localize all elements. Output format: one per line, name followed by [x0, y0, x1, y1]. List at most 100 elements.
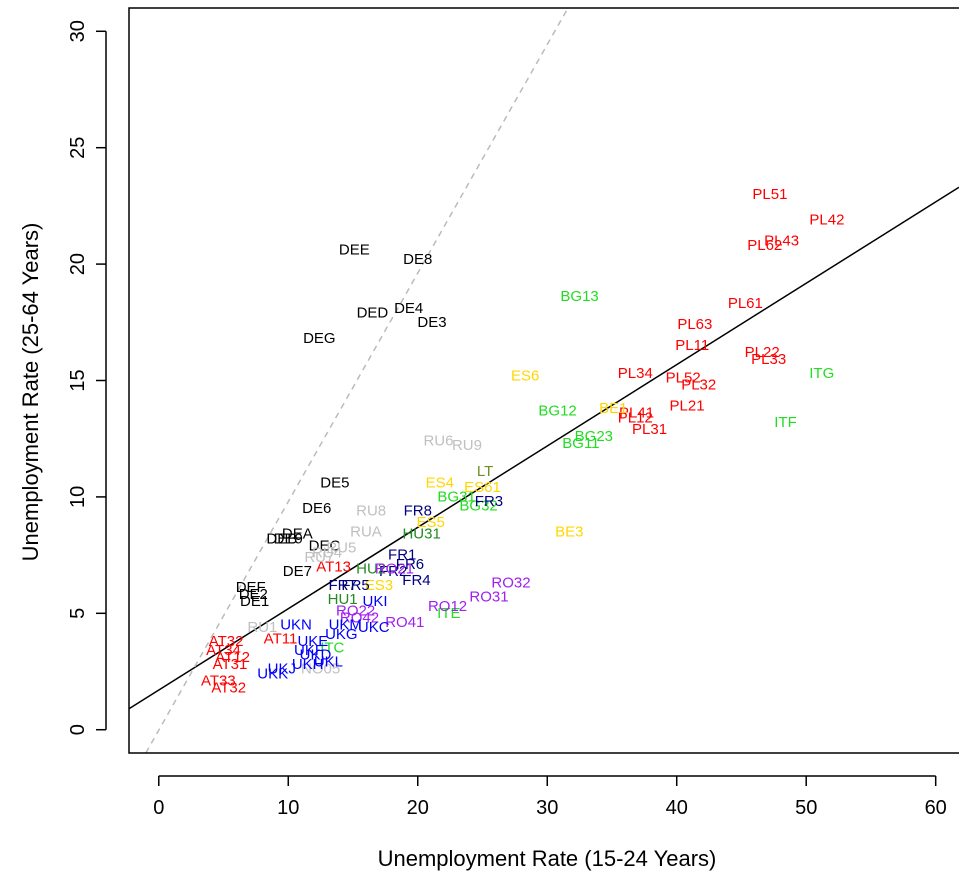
point-label-pl51: PL51 [752, 186, 787, 203]
point-label-ro12: RO12 [428, 598, 467, 615]
point-label-pl21: PL21 [670, 398, 705, 415]
point-label-pl31: PL31 [632, 421, 667, 438]
x-tick-label-10: 10 [277, 797, 299, 819]
point-label-def: DEF [236, 579, 266, 596]
point-label-pl32: PL32 [681, 377, 716, 394]
point-label-ro31: RO31 [469, 589, 508, 606]
y-tick-label-30: 30 [67, 20, 89, 42]
point-label-ukk: UKK [257, 665, 288, 682]
x-axis: 0 10 20 30 40 50 60 [153, 775, 947, 819]
point-label-ru8: RU8 [356, 502, 386, 519]
point-label-fr4: FR4 [402, 572, 430, 589]
point-label-ru9: RU9 [452, 437, 482, 454]
point-label-pl62: PL62 [747, 237, 782, 254]
point-label-at32: AT32 [209, 633, 244, 650]
point-label-itf: ITF [774, 414, 797, 431]
point-label-at13: AT13 [316, 558, 351, 575]
point-label-at32: AT32 [211, 679, 246, 696]
point-label-de9: DE9 [274, 530, 303, 547]
point-label-de2: DE2 [239, 586, 268, 603]
point-label-pl11: PL11 [675, 337, 709, 354]
point-label-ro42: RO42 [340, 609, 379, 626]
y-tick-label-15: 15 [67, 369, 89, 391]
regression-line [128, 186, 959, 710]
point-label-ukj: UKJ [268, 661, 296, 678]
point-label-dee: DEE [339, 242, 370, 259]
y-tick-label-5: 5 [67, 608, 89, 619]
point-label-ru4: RU4 [312, 544, 342, 561]
point-label-de6: DE6 [302, 500, 331, 517]
y-tick-label-10: 10 [67, 486, 89, 508]
x-tick-label-50: 50 [795, 797, 817, 819]
point-label-bg32: BG32 [459, 498, 497, 515]
point-label-lt: LT [477, 463, 493, 480]
y-tick-label-0: 0 [67, 724, 89, 735]
point-label-ukh: UKH [292, 656, 324, 673]
point-label-pl41: PL41 [619, 405, 654, 422]
point-label-fr8: FR8 [404, 502, 432, 519]
point-label-be1: BE1 [599, 400, 627, 417]
point-label-uke: UKE [297, 633, 328, 650]
point-label-ru6: RU6 [423, 433, 453, 450]
point-label-dea: DEA [282, 526, 313, 543]
point-label-de3: DE3 [417, 314, 446, 331]
point-label-at11: AT11 [264, 630, 298, 647]
point-label-ro32: RO32 [491, 575, 530, 592]
point-label-uki: UKI [363, 593, 388, 610]
point-label-itg: ITG [809, 365, 834, 382]
point-label-ru5: RU5 [326, 540, 356, 557]
point-label-ru7: RU7 [304, 549, 334, 566]
point-label-ro22: RO22 [336, 602, 375, 619]
point-label-pl42: PL42 [809, 211, 844, 228]
point-label-pl43: PL43 [764, 232, 799, 249]
point-label-ukn: UKN [280, 616, 312, 633]
point-label-es6: ES6 [511, 367, 539, 384]
x-tick-label-30: 30 [536, 797, 558, 819]
point-label-at31: AT31 [213, 656, 248, 673]
point-label-no05: NO05 [301, 661, 340, 678]
y-axis: 0 5 10 15 20 25 30 [67, 20, 107, 735]
point-label-deb: DEB [266, 530, 297, 547]
point-label-es5: ES5 [417, 514, 445, 531]
point-label-pl34: PL34 [618, 365, 653, 382]
point-label-ded: DED [357, 304, 389, 321]
point-label-ite: ITE [437, 605, 460, 622]
x-tick-label-0: 0 [153, 797, 164, 819]
x-tick-label-20: 20 [407, 797, 429, 819]
point-label-hu1: HU1 [328, 591, 358, 608]
point-label-bg31: BG31 [437, 488, 475, 505]
point-label-bg13: BG13 [560, 288, 598, 305]
point-label-es4: ES4 [426, 474, 454, 491]
point-label-es61: ES61 [464, 479, 501, 496]
point-label-fr7: FR7 [328, 577, 356, 594]
point-label-at33: AT33 [201, 672, 236, 689]
point-label-de1: DE1 [240, 593, 269, 610]
point-label-de7: DE7 [283, 563, 312, 580]
point-label-pl61: PL61 [728, 295, 763, 312]
y-axis-title: Unemployment Rate (25-64 Years) [18, 223, 43, 562]
point-label-de4: DE4 [394, 300, 423, 317]
y-tick-label-20: 20 [67, 253, 89, 275]
point-label-bg12: BG12 [538, 402, 576, 419]
point-label-ukc: UKC [358, 619, 390, 636]
reference-lines [128, 7, 959, 754]
point-label-rua: RUA [350, 523, 382, 540]
point-label-de5: DE5 [320, 474, 349, 491]
point-label-ro21: RO21 [375, 561, 414, 578]
point-label-hu2: HU2 [356, 561, 386, 578]
point-label-at12: AT12 [215, 649, 250, 666]
point-label-fr1: FR1 [388, 547, 416, 564]
point-label-deg: DEG [303, 330, 336, 347]
point-label-itc: ITC [320, 640, 344, 657]
point-label-bg23: BG23 [575, 428, 613, 445]
point-label-pl12: PL12 [618, 409, 653, 426]
point-label-pl52: PL52 [666, 370, 701, 387]
point-label-fr2: FR2 [379, 563, 407, 580]
point-label-ukm: UKM [329, 616, 362, 633]
point-label-de8: DE8 [403, 251, 432, 268]
point-label-be3: BE3 [555, 523, 583, 540]
x-tick-label-60: 60 [925, 797, 947, 819]
point-label-hu31: HU31 [402, 526, 440, 543]
